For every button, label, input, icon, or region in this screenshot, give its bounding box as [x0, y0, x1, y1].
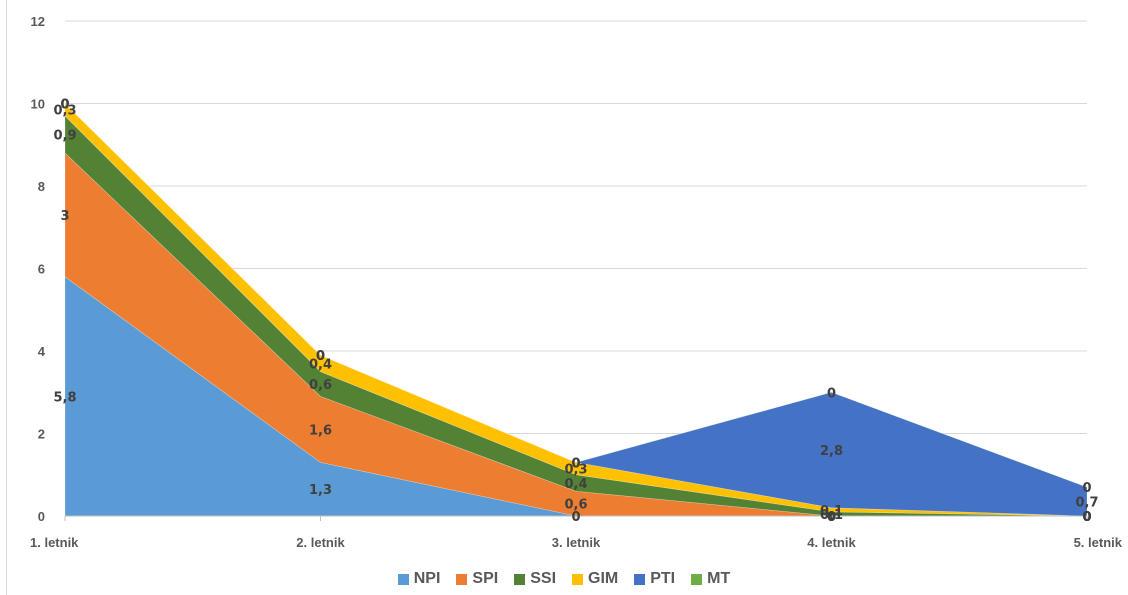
area-pti — [64, 103, 1088, 517]
y-tick-label: 8 — [38, 179, 45, 194]
legend-label: SPI — [472, 570, 499, 587]
data-label-npi: 1,3 — [309, 483, 332, 498]
legend-swatch — [572, 573, 584, 585]
legend-label: MT — [707, 570, 731, 587]
area-gim — [64, 102, 1088, 517]
legend-item-gim: GIM — [572, 570, 618, 588]
data-label-ssi: 0,1 — [820, 508, 843, 523]
data-label-ssi: 0,9 — [53, 128, 76, 143]
x-tick-label: 2. letnik — [296, 535, 345, 550]
area-series — [64, 102, 1088, 517]
data-label-gim: 0,1 — [820, 504, 843, 519]
data-label-pti: 2,8 — [820, 444, 843, 459]
data-label-gim: 0,3 — [564, 463, 587, 478]
y-tick-label: 0 — [38, 509, 45, 524]
y-tick-label: 2 — [38, 427, 45, 442]
stacked-area-plot: 0 2 4 6 8 10 12 1. letnik 2. letnik 3. letnik 4. l… — [30, 14, 1123, 550]
legend: NPI SPI SSI GIM PTI MT — [0, 570, 1128, 588]
legend-item-mt: MT — [691, 570, 730, 588]
x-tick-label: 5. letnik — [1074, 535, 1123, 550]
data-labels: 5,81,30 0 031,60,60 00,90,60,40,1 00,30,40,3… — [53, 98, 1098, 526]
legend-item-pti: PTI — [634, 570, 675, 588]
x-tick-label: 4. letnik — [807, 535, 856, 550]
axes: 0 2 4 6 8 10 12 1. letnik 2. letnik 3. letnik 4. l… — [30, 14, 1123, 550]
legend-swatch — [397, 573, 409, 585]
legend-swatch — [691, 573, 703, 585]
data-label-mt: 0 — [571, 456, 580, 471]
data-label-mt: 0 — [316, 349, 325, 364]
data-label-pti: 0 — [571, 456, 580, 471]
data-label-mt: 0 — [60, 98, 69, 113]
data-label-npi: 0 — [571, 510, 580, 525]
legend-label: GIM — [588, 570, 619, 587]
data-label-spi: 0 — [1082, 510, 1091, 525]
legend-item-ssi: SSI — [514, 570, 556, 588]
data-label-spi: 3 — [60, 209, 69, 224]
x-tick-label: 3. letnik — [552, 535, 601, 550]
legend-swatch — [456, 573, 468, 585]
data-label-pti: 0,7 — [1075, 496, 1098, 511]
y-tick-label: 12 — [31, 14, 45, 29]
legend-item-npi: NPI — [397, 570, 441, 588]
data-label-gim: 0,3 — [53, 104, 76, 119]
data-label-ssi: 0,4 — [564, 477, 587, 492]
area-mt — [64, 103, 1088, 488]
y-tick-label: 6 — [38, 262, 45, 277]
x-tick-label: 1. letnik — [30, 535, 79, 550]
legend-label: NPI — [413, 570, 441, 587]
y-tick-label: 10 — [31, 97, 45, 112]
data-label-pti: 0 — [60, 98, 69, 113]
legend-label: PTI — [650, 570, 676, 587]
data-label-spi: 0 — [827, 510, 836, 525]
data-label-spi: 0,6 — [564, 498, 587, 513]
legend-swatch — [634, 573, 646, 585]
y-tick-label: 4 — [38, 344, 46, 359]
data-label-mt: 0 — [827, 386, 836, 401]
legend-item-spi: SPI — [456, 570, 498, 588]
data-label-mt: 0 — [1082, 481, 1091, 496]
data-label-gim: 0 — [1082, 510, 1091, 525]
data-label-npi: 5,8 — [53, 390, 76, 405]
legend-label: SSI — [530, 570, 557, 587]
data-label-ssi: 0 — [1082, 510, 1091, 525]
data-label-ssi: 0,6 — [309, 378, 332, 393]
data-label-npi: 0 — [1082, 510, 1091, 525]
data-label-spi: 1,6 — [309, 423, 332, 438]
data-label-pti: 0 — [316, 349, 325, 364]
left-border-line — [6, 0, 7, 595]
legend-swatch — [514, 573, 526, 585]
data-label-npi: 0 — [827, 510, 836, 525]
data-label-gim: 0,4 — [309, 357, 332, 372]
